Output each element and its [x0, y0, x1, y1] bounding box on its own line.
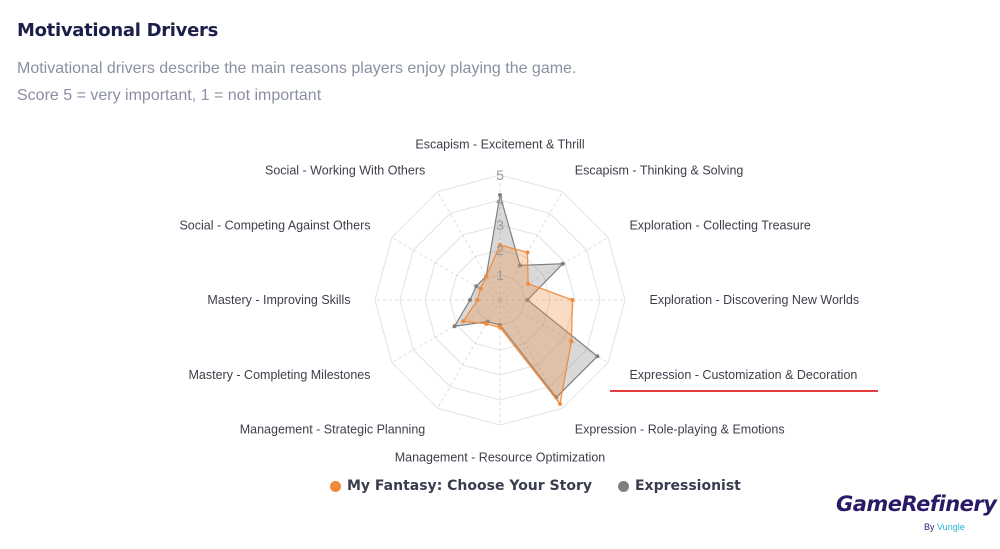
axis-label: Escapism - Excitement & Thrill	[415, 138, 584, 152]
legend-label: My Fantasy: Choose Your Story	[347, 478, 592, 494]
logo-byline: By Vungle	[924, 522, 965, 532]
axis-label: Expression - Role-playing & Emotions	[575, 422, 785, 436]
tick-label: 2	[496, 242, 504, 258]
data-point[interactable]	[526, 281, 531, 286]
data-point[interactable]	[484, 321, 489, 326]
axis-label: Management - Resource Optimization	[395, 451, 606, 465]
grid-ring	[374, 174, 626, 426]
data-point[interactable]	[475, 298, 480, 302]
data-point[interactable]	[452, 324, 457, 329]
data-point[interactable]	[498, 325, 502, 330]
data-point[interactable]	[474, 284, 479, 289]
legend-dot-expressionist	[617, 480, 629, 492]
tick-label: 5	[496, 167, 504, 183]
data-point[interactable]	[525, 250, 530, 255]
data-point[interactable]	[558, 401, 562, 406]
axis-label: Exploration - Discovering New Worlds	[650, 293, 860, 307]
tick-label: 4	[496, 192, 504, 208]
legend-dot-my-fantasy	[330, 480, 341, 492]
axis-label: Expression - Customization & Decoration	[629, 368, 857, 382]
grid-spoke	[499, 191, 563, 301]
legend: My Fantasy: Choose Your Story Expression…	[330, 478, 741, 494]
data-point[interactable]	[498, 193, 502, 197]
score-scale-text: Score 5 = very important, 1 = not import…	[17, 87, 322, 104]
data-point[interactable]	[478, 286, 483, 291]
grid-spoke	[499, 237, 609, 301]
grid-spoke	[437, 299, 501, 409]
logo-by: By	[924, 522, 938, 532]
data-point[interactable]	[525, 298, 530, 302]
axis-label: Management - Strategic Planning	[240, 422, 426, 436]
series-expressionist	[452, 193, 600, 400]
data-point[interactable]	[570, 298, 575, 302]
axis-label: Social - Working With Others	[265, 164, 425, 178]
data-point[interactable]	[468, 298, 472, 302]
axis-label: Mastery - Improving Skills	[207, 293, 350, 307]
axis-label: Escapism - Thinking & Solving	[575, 164, 744, 178]
legend-item-expressionist[interactable]: Expressionist	[617, 478, 741, 494]
grid-spoke	[391, 299, 501, 363]
data-point[interactable]	[595, 354, 600, 359]
data-point[interactable]	[560, 261, 565, 266]
data-point[interactable]	[461, 319, 466, 324]
data-point[interactable]	[518, 263, 522, 268]
data-point[interactable]	[569, 339, 574, 344]
highlight-underline	[610, 390, 878, 392]
grid-spoke	[499, 299, 563, 409]
axis-label: Mastery - Completing Milestones	[189, 368, 371, 382]
grid-spoke	[499, 299, 609, 363]
data-point[interactable]	[484, 274, 489, 279]
axis-label: Social - Competing Against Others	[179, 218, 370, 232]
grid-spoke	[437, 191, 501, 301]
logo-wordmark: GameRefinery	[836, 492, 997, 516]
legend-label: Expressionist	[634, 478, 741, 494]
data-point[interactable]	[498, 243, 502, 247]
gamerefinery-logo: GameRefinery By Vungle	[836, 492, 997, 532]
series-my-fantasy	[461, 243, 575, 406]
logo-brand: Vungle	[937, 522, 965, 532]
description-text: Motivational drivers describe the main r…	[17, 60, 577, 77]
tick-label: 1	[496, 267, 504, 283]
axis-label: Exploration - Collecting Treasure	[629, 218, 810, 232]
tick-label: 3	[496, 217, 504, 233]
grid-ring	[399, 199, 601, 401]
legend-item-my-fantasy[interactable]: My Fantasy: Choose Your Story	[330, 478, 592, 494]
page-title: Motivational Drivers	[17, 20, 218, 41]
